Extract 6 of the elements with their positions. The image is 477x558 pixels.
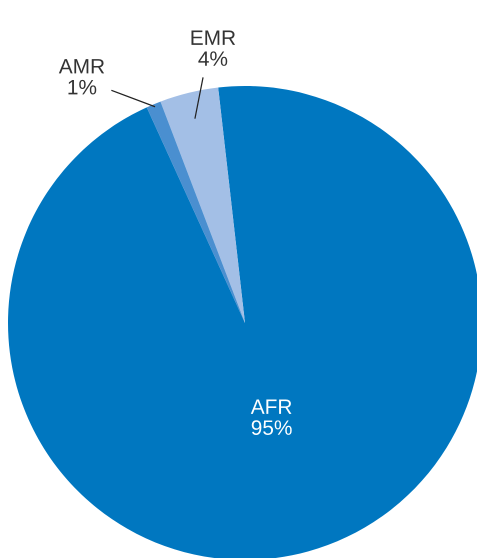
slice-label: AMR [58,59,104,74]
data-label: 4% [198,51,228,66]
slice-label: EMR [191,30,236,45]
data-label: 95% [252,420,292,435]
data-label: 1% [68,80,96,94]
slice-label: AFR [250,400,292,414]
